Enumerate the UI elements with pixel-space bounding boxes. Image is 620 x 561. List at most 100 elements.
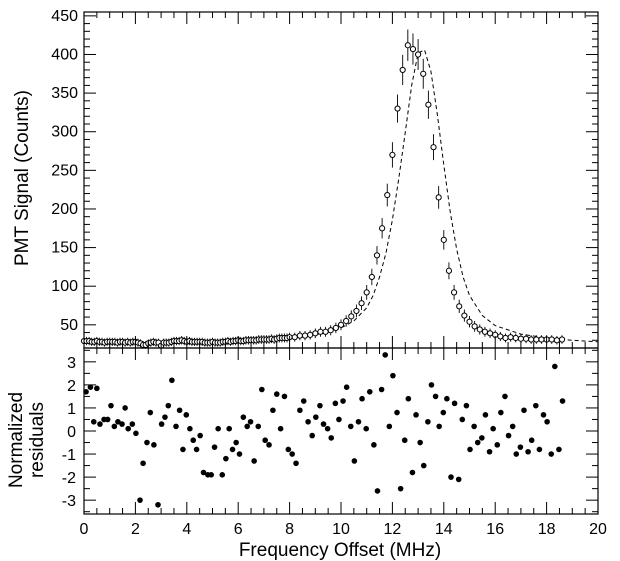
- data-point: [327, 325, 334, 336]
- data-point: [507, 332, 514, 342]
- data-point: [497, 331, 504, 341]
- residual-point: [394, 409, 400, 416]
- data-point-marker: [497, 333, 504, 340]
- x-tick-label: 16: [486, 521, 504, 538]
- data-point: [368, 268, 375, 286]
- residual-point: [474, 439, 481, 446]
- data-point-marker: [307, 331, 314, 338]
- residual-point: [374, 488, 381, 494]
- residual-point: [371, 442, 377, 448]
- residual-point: [463, 402, 470, 409]
- residual-point: [351, 458, 358, 464]
- data-point-marker: [522, 335, 530, 342]
- data-point: [291, 332, 298, 342]
- residual-point: [536, 446, 543, 453]
- data-point: [538, 335, 545, 344]
- x-ticks: 0 2 4 6 8 10 12 14 16 18 20: [80, 12, 607, 538]
- data-point-marker: [533, 336, 540, 343]
- residual-point: [533, 402, 539, 409]
- x-tick-label: 12: [384, 521, 402, 538]
- data-point: [553, 336, 560, 345]
- residual-point: [320, 421, 327, 427]
- residual-point: [137, 497, 143, 503]
- data-point-marker: [317, 328, 324, 335]
- data-point: [512, 333, 519, 343]
- data-point-marker: [507, 334, 514, 341]
- residual-point: [133, 430, 139, 437]
- residual-point: [332, 400, 339, 407]
- data-point-marker: [558, 336, 566, 343]
- data-point: [332, 322, 339, 334]
- residual-point: [144, 439, 150, 446]
- residual-point: [455, 476, 462, 483]
- residual-point: [552, 363, 558, 370]
- data-point: [312, 328, 319, 339]
- residual-point: [270, 407, 276, 414]
- residual-point: [467, 446, 473, 453]
- residual-point: [266, 442, 272, 448]
- top-y-tick-label: 100: [51, 278, 78, 295]
- data-point-marker: [517, 335, 525, 342]
- residual-point: [173, 423, 179, 430]
- data-point: [440, 230, 447, 250]
- residual-point: [273, 391, 280, 397]
- data-point: [461, 309, 468, 322]
- bottom-y-tick-label: -1: [62, 447, 76, 464]
- data-point: [528, 335, 535, 344]
- top-panel: 50 100 150 200 250 300 350 400 450: [51, 8, 599, 350]
- top-y-tick-label: 450: [51, 8, 78, 25]
- residual-point: [219, 472, 226, 478]
- data-point: [425, 90, 432, 119]
- data-point-marker: [476, 326, 483, 333]
- data-point-marker: [322, 328, 329, 335]
- data-point-marker: [327, 327, 334, 334]
- residual-point: [111, 423, 118, 430]
- residual-point: [444, 395, 450, 402]
- residual-point: [162, 414, 168, 420]
- top-y-ticks: 50 100 150 200 250 300 350 400 450: [51, 8, 598, 341]
- residual-point: [490, 425, 496, 432]
- data-point-marker: [337, 321, 345, 328]
- residual-point: [559, 398, 566, 404]
- residual-point: [251, 458, 257, 464]
- x-tick-label: 18: [538, 521, 556, 538]
- data-point: [430, 134, 437, 161]
- data-point: [435, 186, 442, 209]
- residual-point: [513, 451, 520, 457]
- data-point: [502, 333, 509, 343]
- residual-point: [180, 446, 186, 453]
- residual-point: [247, 418, 254, 425]
- data-point-marker: [425, 101, 432, 108]
- data-point: [384, 183, 391, 207]
- residual-point: [229, 446, 236, 453]
- residual-point: [255, 423, 262, 430]
- residual-point: [122, 405, 128, 411]
- residual-point: [176, 407, 183, 414]
- residual-point: [169, 377, 175, 384]
- residual-point: [155, 501, 161, 508]
- residual-point: [498, 409, 504, 416]
- residual-point: [471, 423, 477, 430]
- residual-point: [413, 412, 419, 418]
- residual-point: [494, 442, 501, 448]
- data-point-marker: [553, 337, 560, 344]
- data-point-marker: [368, 273, 375, 281]
- data-point: [445, 262, 453, 280]
- residual-point: [440, 409, 447, 416]
- data-point-marker: [404, 42, 411, 49]
- bottom-plot-frame: [83, 347, 599, 515]
- residual-point: [544, 418, 550, 425]
- residual-point: [90, 418, 97, 425]
- residual-point: [317, 402, 323, 409]
- data-point-marker: [389, 151, 396, 158]
- data-point: [358, 296, 365, 311]
- residual-point: [297, 407, 303, 414]
- data-point-marker: [528, 336, 535, 343]
- data-point-marker: [502, 334, 509, 342]
- data-point: [337, 319, 345, 331]
- data-point: [296, 331, 303, 341]
- residual-point: [147, 409, 154, 416]
- residual-point: [94, 385, 100, 392]
- data-point-marker: [399, 66, 406, 74]
